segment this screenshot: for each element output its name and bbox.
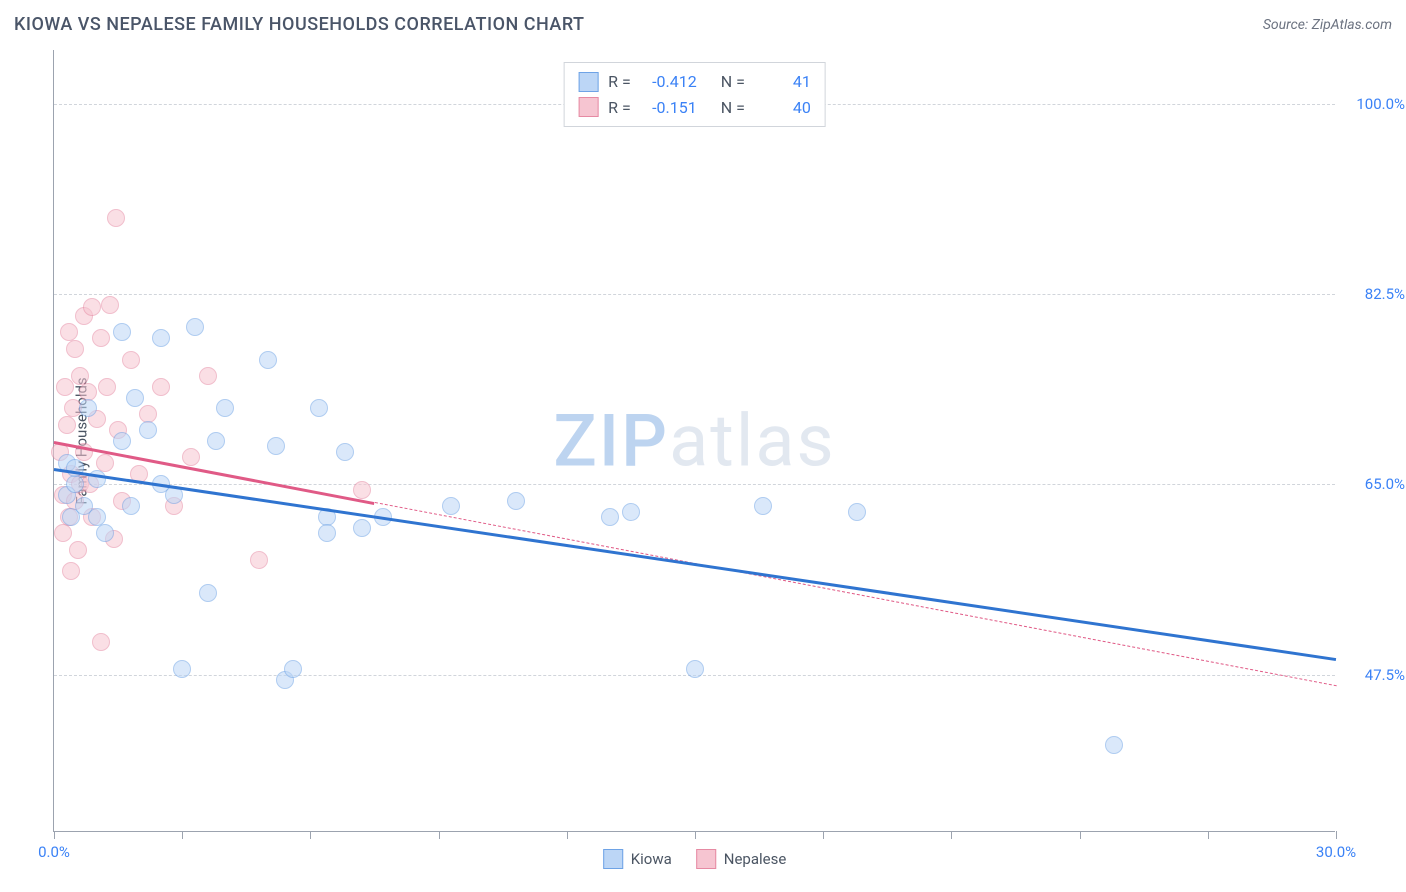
data-point-kiowa: [96, 524, 114, 542]
data-point-nepalese: [152, 378, 170, 396]
data-point-nepalese: [96, 454, 114, 472]
x-tick: [1080, 831, 1081, 839]
data-point-nepalese: [71, 367, 89, 385]
x-tick: [695, 831, 696, 839]
x-tick: [54, 831, 55, 839]
data-point-kiowa: [353, 519, 371, 537]
data-point-kiowa: [122, 497, 140, 515]
data-point-kiowa: [754, 497, 772, 515]
data-point-nepalese: [199, 367, 217, 385]
data-point-kiowa: [79, 399, 97, 417]
data-point-kiowa: [113, 432, 131, 450]
data-point-kiowa: [310, 399, 328, 417]
n-label: N =: [721, 69, 745, 95]
x-tick: [1336, 831, 1337, 839]
n-label: N =: [721, 95, 745, 121]
swatch-kiowa-icon: [578, 72, 598, 92]
data-point-kiowa: [126, 389, 144, 407]
data-point-kiowa: [284, 660, 302, 678]
stats-legend: R = -0.412 N = 41 R = -0.151 N = 40: [563, 62, 826, 127]
swatch-nepalese-icon: [578, 97, 598, 117]
data-point-kiowa: [259, 351, 277, 369]
stats-row-nepalese: R = -0.151 N = 40: [578, 95, 811, 121]
data-point-kiowa: [336, 443, 354, 461]
data-point-kiowa: [442, 497, 460, 515]
data-point-nepalese: [250, 551, 268, 569]
x-tick-label: 0.0%: [38, 843, 70, 861]
data-point-nepalese: [54, 524, 72, 542]
source-label: Source: ZipAtlas.com: [1263, 17, 1392, 33]
y-tick-label: 82.5%: [1345, 285, 1405, 303]
data-point-nepalese: [69, 541, 87, 559]
x-tick: [439, 831, 440, 839]
data-point-kiowa: [622, 503, 640, 521]
data-point-kiowa: [318, 524, 336, 542]
r-label: R =: [608, 95, 631, 121]
gridline: [54, 294, 1335, 295]
chart-plot-area: ZIPatlas Family Households 47.5%65.0%82.…: [53, 50, 1335, 832]
data-point-kiowa: [173, 660, 191, 678]
y-tick-label: 100.0%: [1345, 95, 1405, 113]
data-point-kiowa: [848, 503, 866, 521]
data-point-kiowa: [113, 323, 131, 341]
x-tick: [951, 831, 952, 839]
x-tick: [182, 831, 183, 839]
data-point-nepalese: [101, 296, 119, 314]
data-point-kiowa: [686, 660, 704, 678]
legend-item-nepalese: Nepalese: [696, 849, 787, 869]
data-point-nepalese: [66, 340, 84, 358]
trend-line: [54, 468, 1336, 661]
data-point-kiowa: [267, 437, 285, 455]
x-tick: [823, 831, 824, 839]
data-point-nepalese: [98, 378, 116, 396]
data-point-kiowa: [1105, 736, 1123, 754]
data-point-nepalese: [182, 448, 200, 466]
data-point-kiowa: [152, 329, 170, 347]
data-point-nepalese: [92, 633, 110, 651]
trend-line: [374, 502, 1336, 686]
n-value-nepalese: 40: [755, 95, 811, 121]
chart-title: KIOWA VS NEPALESE FAMILY HOUSEHOLDS CORR…: [14, 14, 585, 35]
swatch-kiowa-icon: [603, 849, 623, 869]
n-value-kiowa: 41: [755, 69, 811, 95]
x-tick-label: 30.0%: [1316, 843, 1356, 861]
data-point-nepalese: [107, 209, 125, 227]
swatch-nepalese-icon: [696, 849, 716, 869]
y-tick-label: 47.5%: [1345, 666, 1405, 684]
x-tick: [310, 831, 311, 839]
data-point-kiowa: [601, 508, 619, 526]
r-value-kiowa: -0.412: [641, 69, 697, 95]
data-point-nepalese: [353, 481, 371, 499]
data-point-nepalese: [122, 351, 140, 369]
data-point-nepalese: [60, 323, 78, 341]
data-point-nepalese: [58, 416, 76, 434]
data-point-kiowa: [199, 584, 217, 602]
data-point-kiowa: [207, 432, 225, 450]
gridline: [54, 484, 1335, 485]
legend-item-kiowa: Kiowa: [603, 849, 672, 869]
y-tick-label: 65.0%: [1345, 475, 1405, 493]
data-point-nepalese: [92, 329, 110, 347]
data-point-kiowa: [216, 399, 234, 417]
data-point-kiowa: [186, 318, 204, 336]
r-label: R =: [608, 69, 631, 95]
data-point-kiowa: [66, 475, 84, 493]
legend-label-nepalese: Nepalese: [724, 850, 787, 868]
legend-label-kiowa: Kiowa: [631, 850, 672, 868]
data-point-kiowa: [88, 508, 106, 526]
r-value-nepalese: -0.151: [641, 95, 697, 121]
data-point-kiowa: [139, 421, 157, 439]
x-tick: [567, 831, 568, 839]
x-tick: [1208, 831, 1209, 839]
data-point-nepalese: [83, 298, 101, 316]
stats-row-kiowa: R = -0.412 N = 41: [578, 69, 811, 95]
series-legend: Kiowa Nepalese: [603, 849, 787, 869]
data-point-kiowa: [507, 492, 525, 510]
data-point-nepalese: [62, 562, 80, 580]
